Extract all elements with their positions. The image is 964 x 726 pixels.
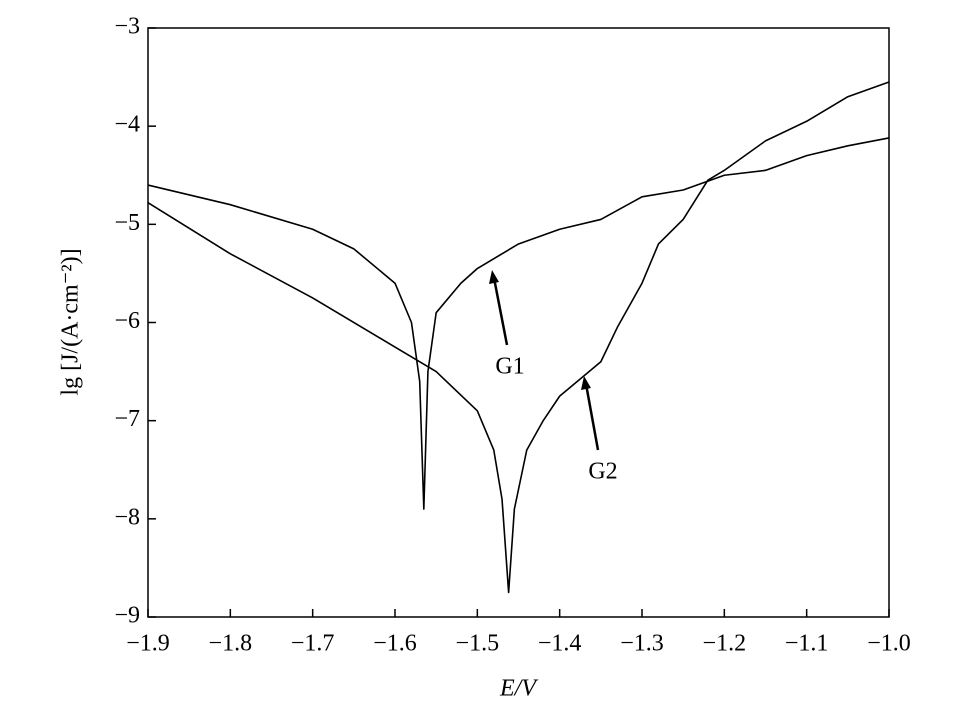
y-tick-label: −6 (114, 308, 140, 334)
annotation: G1 (495, 354, 524, 380)
annotation-arrow (492, 277, 509, 346)
x-tick-label: −1.2 (703, 631, 747, 657)
x-tick-label: −1.3 (620, 631, 664, 657)
y-tick-label: −7 (114, 406, 140, 432)
annotation-arrowhead (581, 376, 591, 390)
y-tick-label: −4 (114, 112, 140, 138)
series-line (147, 81, 890, 594)
x-tick-label: −1.4 (538, 631, 582, 657)
x-axis-label: E/V (499, 676, 538, 702)
x-tick-label: −1.5 (456, 631, 500, 657)
x-tick-label: −1.1 (785, 631, 829, 657)
x-tick-label: −1.7 (291, 631, 335, 657)
y-tick-label: −3 (114, 14, 140, 40)
y-axis-label: lg [J/(A·cm⁻²)] (58, 248, 84, 395)
y-tick-label: −5 (114, 210, 140, 236)
annotation-arrow (584, 383, 600, 451)
annotation-arrowhead (489, 270, 499, 284)
x-tick-label: −1.8 (209, 631, 253, 657)
y-tick-label: −8 (114, 504, 140, 530)
x-tick-label: −1.0 (867, 631, 911, 657)
x-tick-label: −1.9 (126, 631, 170, 657)
annotation: G2 (588, 459, 617, 485)
plot-frame (147, 27, 890, 618)
y-tick-label: −9 (114, 603, 140, 629)
series-line (147, 137, 890, 510)
x-tick-label: −1.6 (373, 631, 417, 657)
